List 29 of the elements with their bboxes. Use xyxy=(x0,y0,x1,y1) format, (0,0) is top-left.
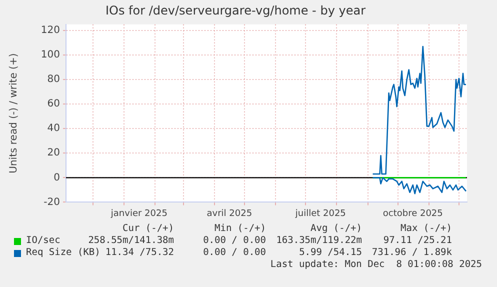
text: 163.35m/119.22m xyxy=(275,235,362,246)
text: Min (-/+) xyxy=(214,223,266,234)
text: 97.11 /25.21 xyxy=(383,235,452,246)
y-tick-label: 0 xyxy=(54,172,60,184)
text: 731.96 / 1.89k xyxy=(372,247,452,258)
y-tick-label: 60 xyxy=(47,98,60,110)
text: Last update: Mon Dec 8 01:00:08 2025 xyxy=(270,259,482,270)
y-tick-label: 20 xyxy=(47,148,60,159)
text: 0.00 / 0.00 xyxy=(202,247,266,258)
x-tick-label: avril 2025 xyxy=(206,208,252,219)
text: Cur (-/+) xyxy=(122,223,174,234)
y-axis-title: Units read (-) / write (+) xyxy=(8,53,20,174)
x-tick-label: janvier 2025 xyxy=(110,208,168,219)
text: 5.99 /54.15 xyxy=(298,247,362,258)
chart-title: IOs for /dev/serveurgare-vg/home - by year xyxy=(105,3,366,18)
x-tick-label: octobre 2025 xyxy=(382,208,443,219)
y-tick-label: 80 xyxy=(47,74,60,86)
text: 0.00 / 0.00 xyxy=(202,235,266,246)
legend-label: IO/sec xyxy=(26,235,60,246)
text: Avg (-/+) xyxy=(310,223,362,234)
text: 258.55m/141.38m xyxy=(87,235,174,246)
text: Max (-/+) xyxy=(400,223,452,234)
y-tick-label: 100 xyxy=(40,50,60,61)
y-tick-label: 120 xyxy=(40,25,60,36)
y-tick-label: -20 xyxy=(44,196,60,208)
legend-label: Req Size (KB) xyxy=(26,247,100,258)
y-tick-label: 40 xyxy=(47,123,60,134)
text: 11.34 /75.32 xyxy=(105,247,174,258)
x-tick-label: juillet 2025 xyxy=(294,208,346,219)
